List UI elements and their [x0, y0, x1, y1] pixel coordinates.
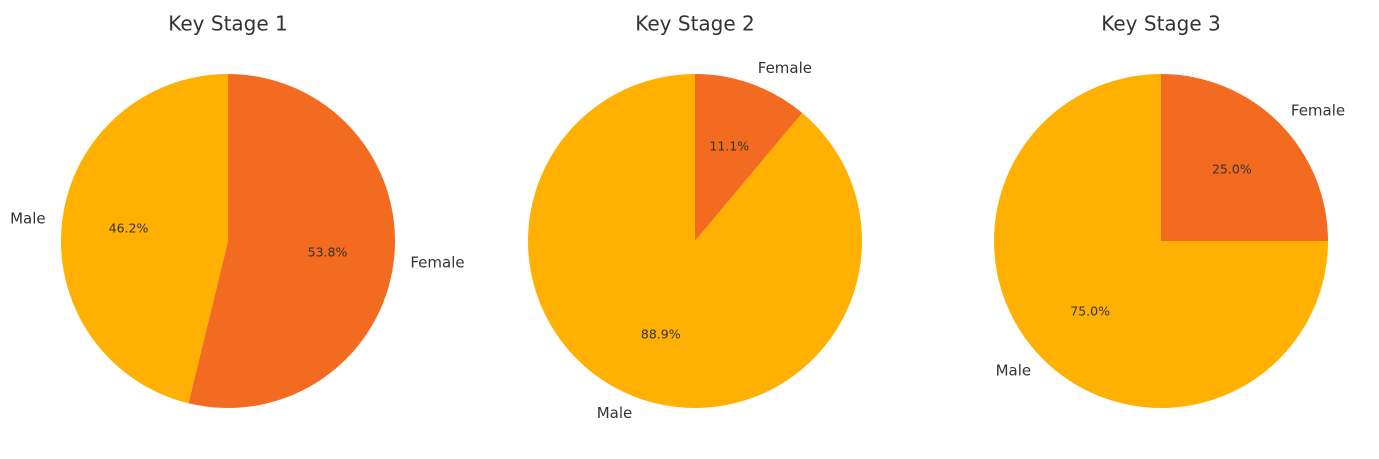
slice-label-male: Male	[996, 361, 1032, 379]
slice-percentage-female: 11.1%	[709, 138, 749, 153]
pie-chart-2: Key Stage 2 Female 11.1% Male 88.9%	[527, 12, 862, 422]
pie-slice-male	[527, 74, 862, 408]
slice-label-female: Female	[1291, 102, 1345, 120]
pie-slice-female	[188, 74, 396, 408]
chart-title: Key Stage 3	[1101, 12, 1221, 36]
pie-slice-male	[61, 74, 229, 404]
slice-label-male: Male	[597, 404, 633, 422]
slice-percentage-female: 53.8%	[308, 244, 348, 259]
slice-label-female: Female	[410, 253, 464, 271]
pie-chart-1: Key Stage 1 Female 53.8% Male 46.2%	[10, 12, 465, 408]
slice-percentage-male: 75.0%	[1070, 303, 1110, 318]
pie-slice-female	[1161, 74, 1328, 241]
slice-percentage-male: 46.2%	[109, 221, 149, 236]
chart-title: Key Stage 1	[168, 12, 288, 36]
pie-chart-3: Key Stage 3 Female 25.0% Male 75.0%	[994, 12, 1345, 408]
slice-label-female: Female	[758, 59, 812, 77]
slice-percentage-male: 88.9%	[641, 327, 681, 342]
chart-title: Key Stage 2	[635, 12, 755, 36]
pie-slice-female	[695, 74, 803, 241]
slice-label-male: Male	[10, 210, 46, 228]
pie-slice-male	[994, 74, 1328, 408]
slice-percentage-female: 25.0%	[1212, 162, 1252, 177]
